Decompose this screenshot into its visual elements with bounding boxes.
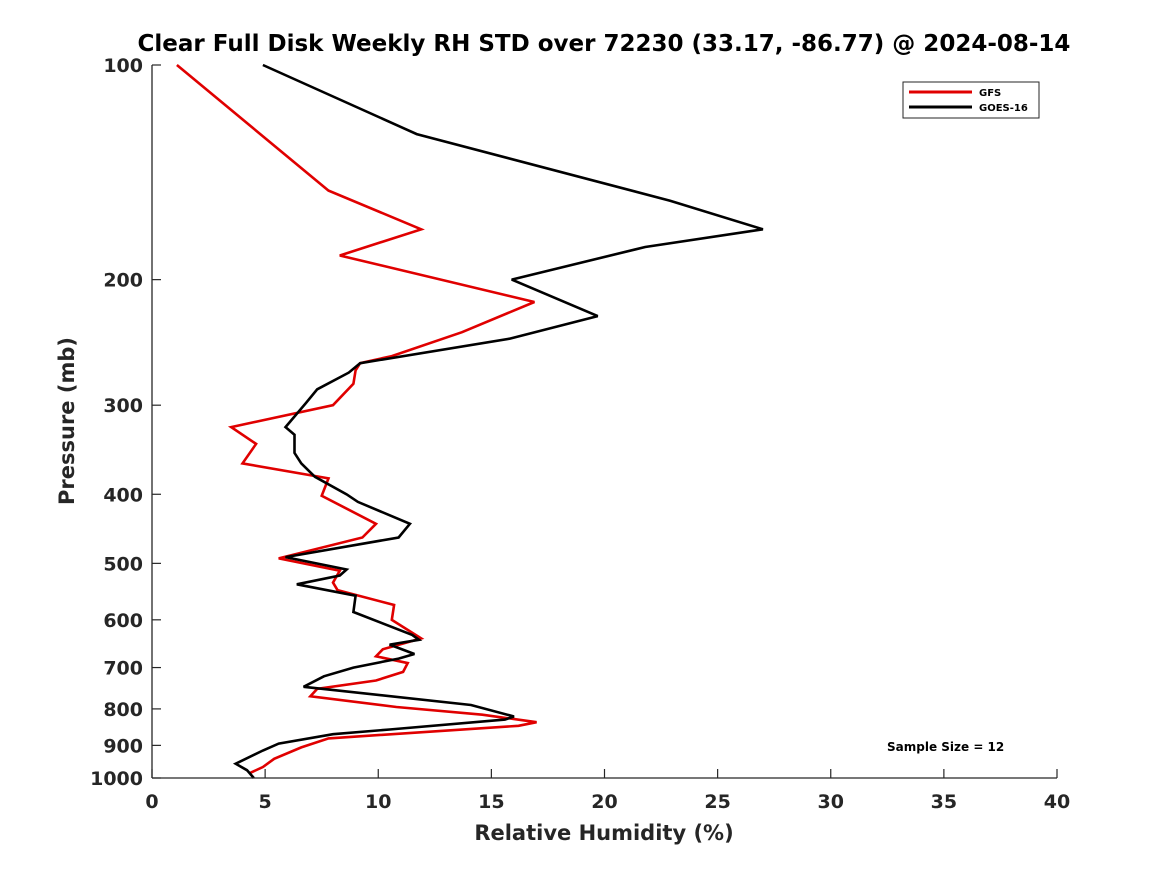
x-tick-label: 10 — [365, 791, 391, 813]
series-layer — [176, 63, 764, 779]
y-tick-label: 600 — [103, 610, 143, 632]
series-line-goes16 — [232, 63, 764, 779]
sample-size-annotation: Sample Size = 12 — [887, 740, 1004, 754]
x-tick-label: 30 — [818, 791, 844, 813]
y-tick-label: 700 — [103, 658, 143, 680]
x-tick-label: 15 — [478, 791, 504, 813]
y-tick-label: 800 — [103, 699, 143, 721]
y-tick-label: 1000 — [90, 768, 143, 790]
plot-area — [152, 65, 1057, 778]
x-tick-label: 35 — [931, 791, 957, 813]
legend-label-gfs: GFS — [979, 88, 1001, 99]
y-tick-label: 400 — [103, 484, 143, 506]
y-tick-label: 100 — [103, 55, 143, 77]
y-tick-label: 900 — [103, 735, 143, 757]
legend-label-goes16: GOES-16 — [979, 103, 1028, 114]
x-tick-label: 40 — [1044, 791, 1070, 813]
y-tick-label: 500 — [103, 553, 143, 575]
y-tick-label: 200 — [103, 270, 143, 292]
chart-title: Clear Full Disk Weekly RH STD over 72230… — [138, 31, 1071, 57]
x-tick-label: 0 — [145, 791, 158, 813]
x-ticks: 0 5 10 15 20 25 30 35 40 — [145, 769, 1070, 813]
y-axis-label: Pressure (mb) — [55, 337, 79, 505]
y-tick-label: 300 — [103, 395, 143, 417]
legend-box — [902, 81, 1040, 119]
x-tick-label: 20 — [591, 791, 617, 813]
legend: GFS GOES-16 — [902, 81, 1040, 119]
y-ticks: 100 200 300 400 500 600 700 800 900 1000 — [90, 55, 161, 790]
x-axis-label: Relative Humidity (%) — [474, 821, 733, 845]
x-tick-label: 5 — [259, 791, 272, 813]
x-tick-label: 25 — [704, 791, 730, 813]
